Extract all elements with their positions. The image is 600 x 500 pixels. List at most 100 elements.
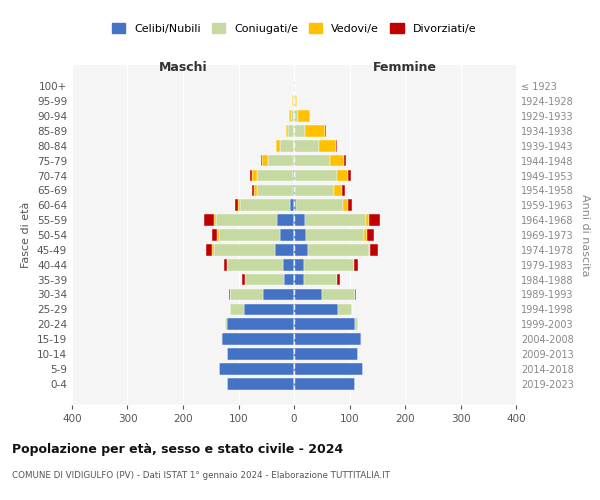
- Bar: [322, 288, 355, 300]
- Bar: [293, 155, 294, 166]
- Bar: [284, 274, 294, 285]
- Bar: [355, 259, 358, 270]
- Bar: [291, 110, 294, 122]
- Bar: [294, 110, 298, 122]
- Y-axis label: Anni di nascita: Anni di nascita: [580, 194, 590, 276]
- Bar: [294, 244, 308, 256]
- Bar: [296, 96, 298, 107]
- Bar: [305, 125, 325, 136]
- Bar: [238, 200, 239, 211]
- Text: Maschi: Maschi: [158, 62, 208, 74]
- Text: Popolazione per età, sesso e stato civile - 2024: Popolazione per età, sesso e stato civil…: [12, 442, 343, 456]
- Bar: [221, 334, 222, 345]
- Bar: [361, 334, 362, 345]
- Bar: [304, 274, 337, 285]
- Bar: [296, 200, 343, 211]
- Bar: [337, 170, 348, 181]
- Bar: [369, 214, 380, 226]
- Legend: Celibi/Nubili, Coniugati/e, Vedovi/e, Divorziati/e: Celibi/Nubili, Coniugati/e, Vedovi/e, Di…: [112, 23, 476, 34]
- Bar: [244, 304, 294, 315]
- Bar: [254, 184, 257, 196]
- Bar: [239, 200, 290, 211]
- Bar: [293, 184, 294, 196]
- Y-axis label: Fasce di età: Fasce di età: [22, 202, 31, 268]
- Bar: [293, 96, 294, 107]
- Bar: [227, 318, 294, 330]
- Bar: [219, 229, 280, 241]
- Bar: [294, 318, 355, 330]
- Bar: [245, 274, 284, 285]
- Bar: [294, 259, 304, 270]
- Bar: [294, 155, 330, 166]
- Bar: [227, 378, 294, 390]
- Bar: [257, 184, 293, 196]
- Bar: [275, 244, 294, 256]
- Bar: [262, 155, 268, 166]
- Bar: [367, 229, 374, 241]
- Bar: [306, 229, 364, 241]
- Bar: [286, 125, 289, 136]
- Bar: [294, 229, 306, 241]
- Bar: [227, 348, 294, 360]
- Bar: [203, 214, 214, 226]
- Bar: [206, 244, 212, 256]
- Bar: [280, 229, 294, 241]
- Bar: [280, 140, 294, 151]
- Bar: [289, 125, 294, 136]
- Bar: [214, 214, 217, 226]
- Bar: [227, 259, 283, 270]
- Bar: [224, 259, 227, 270]
- Bar: [334, 184, 342, 196]
- Bar: [219, 363, 294, 374]
- Bar: [230, 288, 263, 300]
- Bar: [263, 288, 294, 300]
- Bar: [224, 318, 227, 330]
- Bar: [298, 110, 310, 122]
- Bar: [230, 304, 244, 315]
- Bar: [294, 378, 355, 390]
- Bar: [335, 140, 337, 151]
- Text: COMUNE DI VIDIGULFO (PV) - Dati ISTAT 1° gennaio 2024 - Elaborazione TUTTITALIA.: COMUNE DI VIDIGULFO (PV) - Dati ISTAT 1°…: [12, 471, 390, 480]
- Bar: [355, 288, 356, 300]
- Bar: [217, 214, 277, 226]
- Bar: [305, 214, 366, 226]
- Bar: [294, 304, 338, 315]
- Bar: [275, 140, 280, 151]
- Bar: [342, 184, 344, 196]
- Bar: [308, 244, 369, 256]
- Bar: [283, 259, 294, 270]
- Bar: [212, 244, 214, 256]
- Bar: [293, 170, 294, 181]
- Bar: [294, 214, 305, 226]
- Bar: [277, 214, 294, 226]
- Bar: [290, 200, 294, 211]
- Bar: [330, 155, 344, 166]
- Bar: [304, 259, 354, 270]
- Bar: [294, 274, 304, 285]
- Bar: [295, 184, 334, 196]
- Bar: [344, 155, 346, 166]
- Bar: [222, 334, 294, 345]
- Bar: [268, 155, 293, 166]
- Bar: [242, 274, 245, 285]
- Bar: [214, 244, 275, 256]
- Bar: [369, 244, 370, 256]
- Bar: [337, 274, 340, 285]
- Bar: [294, 200, 296, 211]
- Text: Femmine: Femmine: [373, 62, 437, 74]
- Bar: [294, 348, 358, 360]
- Bar: [294, 288, 322, 300]
- Bar: [261, 155, 262, 166]
- Bar: [319, 140, 335, 151]
- Bar: [343, 200, 348, 211]
- Bar: [257, 170, 293, 181]
- Bar: [253, 170, 257, 181]
- Bar: [250, 170, 253, 181]
- Bar: [212, 229, 217, 241]
- Bar: [348, 200, 352, 211]
- Bar: [325, 125, 326, 136]
- Bar: [294, 363, 364, 374]
- Bar: [294, 125, 305, 136]
- Bar: [338, 304, 352, 315]
- Bar: [294, 170, 295, 181]
